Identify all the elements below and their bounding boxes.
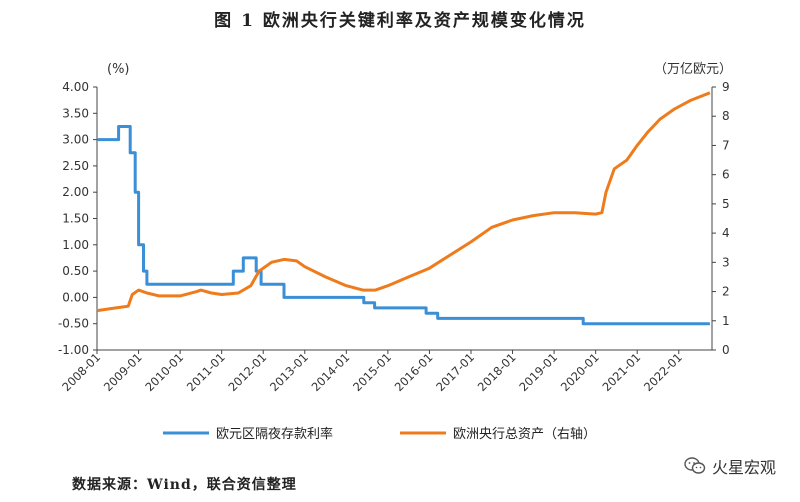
x-tick-label: 2016-01 [392, 350, 436, 394]
legend-label-total-assets: 欧洲央行总资产（右轴） [453, 427, 596, 442]
x-tick-label: 2017-01 [433, 350, 477, 394]
right-tick-label: 2 [722, 285, 730, 299]
watermark-text: 火星宏观 [711, 458, 776, 477]
x-tick-label: 2013-01 [267, 350, 311, 394]
x-tick-label: 2015-01 [350, 350, 394, 394]
chart-title: 图 1 欧洲央行关键利率及资产规模变化情况 [214, 11, 586, 31]
source-note: 数据来源：Wind，联合资信整理 [72, 477, 297, 493]
x-tick-label: 2018-01 [475, 350, 519, 394]
left-tick-label: 3.50 [62, 106, 89, 120]
right-tick-label: 3 [722, 255, 730, 269]
left-tick-label: 1.00 [62, 238, 89, 252]
x-tick-label: 2022-01 [641, 350, 685, 394]
x-tick-label: 2020-01 [558, 350, 602, 394]
left-tick-label: 0.50 [62, 264, 89, 278]
left-tick-label: 2.00 [62, 185, 89, 199]
right-tick-label: 8 [722, 109, 730, 123]
x-tick-label: 2009-01 [101, 350, 145, 394]
right-unit-label: （万亿欧元） [654, 62, 732, 77]
right-tick-label: 7 [722, 138, 730, 152]
right-tick-label: 4 [722, 226, 730, 240]
x-axis: 2008-012009-012010-012011-012012-012013-… [59, 350, 685, 394]
left-y-axis: -1.00 -0.50 0.00 0.50 1.00 1.50 2.00 2.50 3.00 3.… [58, 80, 97, 357]
watermark: 火星宏观 [684, 454, 776, 478]
x-tick-label: 2021-01 [599, 350, 643, 394]
x-tick-label: 2012-01 [225, 350, 269, 394]
legend: 欧元区隔夜存款利率 欧洲央行总资产（右轴） [163, 426, 596, 442]
right-tick-label: 5 [722, 197, 730, 211]
left-unit-label: (%) [107, 62, 130, 77]
wechat-icon [684, 457, 706, 474]
x-tick-label: 2014-01 [309, 350, 353, 394]
right-tick-label: 6 [722, 168, 730, 182]
x-tick-label: 2010-01 [142, 350, 186, 394]
left-tick-label: 3.00 [62, 133, 89, 147]
series-line-total-assets [96, 91, 711, 313]
left-tick-label: -0.50 [58, 317, 89, 331]
x-tick-label: 2011-01 [184, 350, 228, 394]
left-tick-label: 4.00 [62, 80, 89, 94]
legend-label-deposit-rate: 欧元区隔夜存款利率 [216, 426, 333, 442]
left-tick-label: 1.50 [62, 212, 89, 226]
left-tick-label: -1.00 [58, 343, 89, 357]
right-y-axis: 0 1 2 3 4 5 6 7 8 9 [712, 80, 730, 357]
x-tick-label: 2019-01 [516, 350, 560, 394]
right-tick-label: 0 [722, 343, 730, 357]
series-layer [96, 91, 711, 326]
right-tick-label: 1 [722, 314, 730, 328]
right-tick-label: 9 [722, 80, 730, 94]
left-tick-label: 2.50 [62, 159, 89, 173]
series-line-deposit-rate [97, 125, 710, 326]
left-tick-label: 0.00 [62, 290, 89, 304]
